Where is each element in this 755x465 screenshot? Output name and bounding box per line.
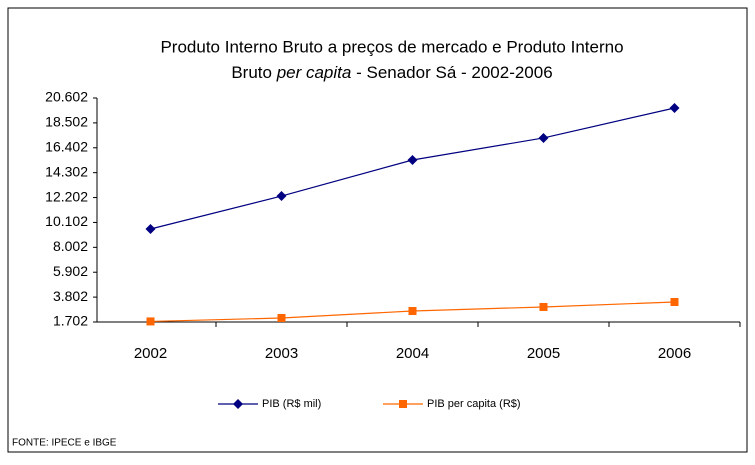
- data-point: [538, 132, 549, 143]
- data-point: [670, 297, 679, 306]
- x-tick-label: 2006: [658, 345, 691, 362]
- x-tick-label: 2004: [396, 345, 429, 362]
- chart-title: Bruto per capita - Senador Sá - 2002-200…: [231, 63, 552, 82]
- data-point: [146, 317, 155, 326]
- x-tick-label: 2002: [134, 345, 167, 362]
- data-point: [407, 155, 418, 166]
- data-point: [277, 313, 286, 322]
- legend-marker: [399, 400, 407, 408]
- data-point: [539, 302, 548, 311]
- title-part: Bruto: [231, 63, 272, 82]
- source-note: FONTE: IPECE e IBGE: [12, 438, 117, 449]
- chart-title: Produto Interno Bruto a preços de mercad…: [160, 37, 623, 56]
- title-part: per capita: [276, 63, 352, 82]
- x-tick-label: 2003: [265, 345, 298, 362]
- y-tick-label: 14.302: [45, 163, 88, 179]
- legend-label: PIB (R$ mil): [262, 398, 321, 410]
- y-tick-label: 3.802: [53, 288, 88, 304]
- y-tick-label: 10.102: [45, 213, 88, 229]
- y-tick-label: 1.702: [53, 313, 88, 329]
- y-tick-label: 16.402: [45, 138, 88, 154]
- legend-marker: [233, 399, 243, 409]
- data-point: [669, 102, 680, 113]
- data-point: [276, 191, 287, 202]
- chart-frame: [7, 7, 748, 453]
- y-tick-label: 8.002: [53, 238, 88, 254]
- x-tick-label: 2005: [527, 345, 560, 362]
- legend-label: PIB per capita (R$): [427, 398, 521, 410]
- data-point: [408, 307, 417, 316]
- data-point: [145, 223, 156, 234]
- y-tick-label: 20.602: [45, 89, 88, 105]
- title-part: - Senador Sá - 2002-2006: [356, 63, 553, 82]
- y-tick-label: 18.502: [45, 114, 88, 130]
- y-tick-label: 5.902: [53, 263, 88, 279]
- y-tick-label: 12.202: [45, 188, 88, 204]
